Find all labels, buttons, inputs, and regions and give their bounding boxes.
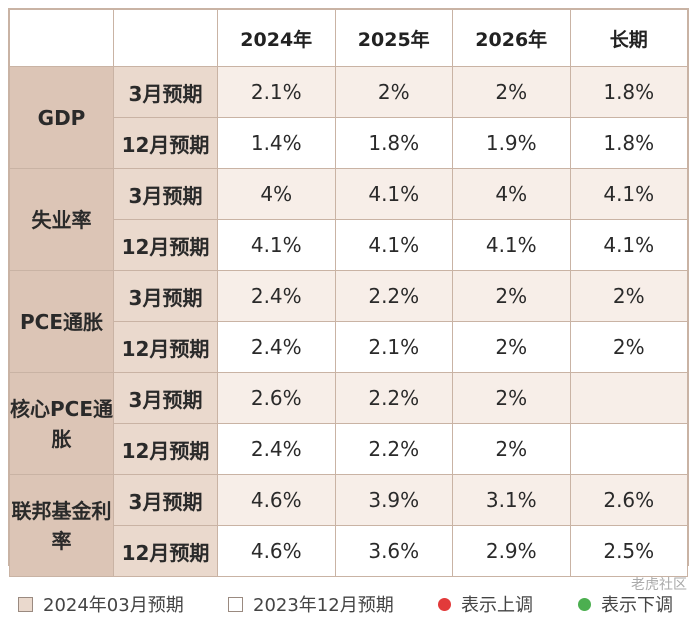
value-cell: 3.9% (334, 474, 453, 526)
header-2025: 2025年 (334, 9, 453, 67)
table-row: 12月预期 4.6% 3.6% 2.9% 2.5% (10, 525, 688, 577)
header-long-term: 长期 (569, 9, 688, 67)
table-row: 12月预期 1.4% 1.8% 1.9% 1.8% (10, 117, 688, 169)
value-cell: 1.8% (569, 66, 688, 118)
value-cell: 2.4% (217, 270, 336, 322)
value-cell: 4.1% (452, 219, 571, 271)
table-row: 联邦基金利率 3月预期 4.6% 3.9% 3.1% 2.6% (9, 474, 688, 577)
value-cell: 2.2% (334, 372, 453, 424)
value-cell: 2% (452, 321, 571, 373)
legend-december-label: 2023年12月预期 (253, 595, 394, 616)
value-cell: 4.1% (569, 168, 688, 220)
march-swatch-icon (18, 596, 33, 612)
row-label: 3月预期 (113, 270, 218, 322)
table-row: 核心PCE通胀 3月预期 2.6% 2.2% 2% (9, 372, 688, 475)
table-row: 12月预期 4.1% 4.1% 4.1% 4.1% (10, 219, 688, 271)
row-label: 3月预期 (113, 474, 218, 526)
value-cell: 2% (452, 270, 571, 322)
legend-up-label: 表示上调 (461, 595, 533, 616)
projection-table: 2024年 2025年 2026年 长期 GDP 3月预期 2.1% 2% 2% 1.8%… (9, 9, 688, 577)
watermark: 老虎社区 (631, 577, 687, 593)
row-label: 12月预期 (113, 321, 218, 373)
header-2026: 2026年 (452, 9, 571, 67)
value-cell: 2.4% (217, 423, 336, 475)
legend-march: 2024年03月预期 (18, 591, 184, 617)
legend-down-label: 表示下调 (601, 595, 673, 616)
table-row: 失业率 3月预期 4% 4.1% 4% 4.1% (9, 168, 688, 271)
header-row: 2024年 2025年 2026年 长期 (9, 9, 688, 67)
value-cell: 2.4% (217, 321, 336, 373)
value-cell: 1.9% (452, 117, 571, 169)
red-dot-icon (438, 597, 451, 611)
value-cell: 2.6% (569, 474, 688, 526)
value-cell: 2.2% (334, 423, 453, 475)
group-label: GDP (9, 66, 114, 169)
header-blank (9, 9, 114, 67)
header-blank-2 (113, 9, 218, 67)
value-cell: 4.1% (217, 219, 336, 271)
value-cell: 1.8% (334, 117, 453, 169)
row-label: 12月预期 (113, 117, 218, 169)
row-label: 3月预期 (113, 168, 218, 220)
value-cell: 2% (452, 66, 571, 118)
value-cell: 4.1% (334, 168, 453, 220)
table-row: 12月预期 2.4% 2.2% 2% (10, 423, 688, 475)
value-cell: 2% (452, 372, 571, 424)
value-cell: 3.1% (452, 474, 571, 526)
value-cell: 4% (217, 168, 336, 220)
row-label: 12月预期 (113, 525, 218, 577)
value-cell: 3.6% (334, 525, 453, 577)
value-cell: 4% (452, 168, 571, 220)
legend-up: 表示上调 (438, 591, 533, 617)
row-label: 3月预期 (113, 372, 218, 424)
value-cell: 1.8% (569, 117, 688, 169)
value-cell: 2.2% (334, 270, 453, 322)
green-dot-icon (578, 597, 591, 611)
value-cell: 1.4% (217, 117, 336, 169)
value-cell: 4.1% (334, 219, 453, 271)
value-cell (569, 372, 688, 424)
group-label: PCE通胀 (9, 270, 114, 373)
value-cell: 2% (452, 423, 571, 475)
value-cell: 4.6% (217, 525, 336, 577)
legend-december: 2023年12月预期 (228, 591, 394, 617)
table-row: PCE通胀 3月预期 2.4% 2.2% 2% 2% (9, 270, 688, 373)
legend-down: 表示下调 (578, 591, 673, 617)
row-label: 3月预期 (113, 66, 218, 118)
legend: 2024年03月预期 2023年12月预期 表示上调 表示下调 (18, 583, 688, 623)
value-cell: 2.9% (452, 525, 571, 577)
value-cell: 2.5% (569, 525, 688, 577)
table-row: GDP 3月预期 2.1% 2% 2% 1.8% (9, 66, 688, 169)
row-label: 12月预期 (113, 219, 218, 271)
value-cell: 2% (569, 321, 688, 373)
december-swatch-icon (228, 596, 243, 612)
value-cell: 2.1% (217, 66, 336, 118)
value-cell: 2.6% (217, 372, 336, 424)
group-label: 核心PCE通胀 (9, 372, 114, 475)
group-label: 失业率 (9, 168, 114, 271)
legend-march-label: 2024年03月预期 (43, 595, 184, 616)
value-cell: 2.1% (334, 321, 453, 373)
projection-table-frame: 2024年 2025年 2026年 长期 GDP 3月预期 2.1% 2% 2% 1.8%… (8, 8, 689, 577)
value-cell: 4.1% (569, 219, 688, 271)
value-cell: 2% (334, 66, 453, 118)
value-cell (569, 423, 688, 475)
value-cell: 4.6% (217, 474, 336, 526)
value-cell: 2% (569, 270, 688, 322)
group-label: 联邦基金利率 (9, 474, 114, 577)
row-label: 12月预期 (113, 423, 218, 475)
header-2024: 2024年 (217, 9, 336, 67)
